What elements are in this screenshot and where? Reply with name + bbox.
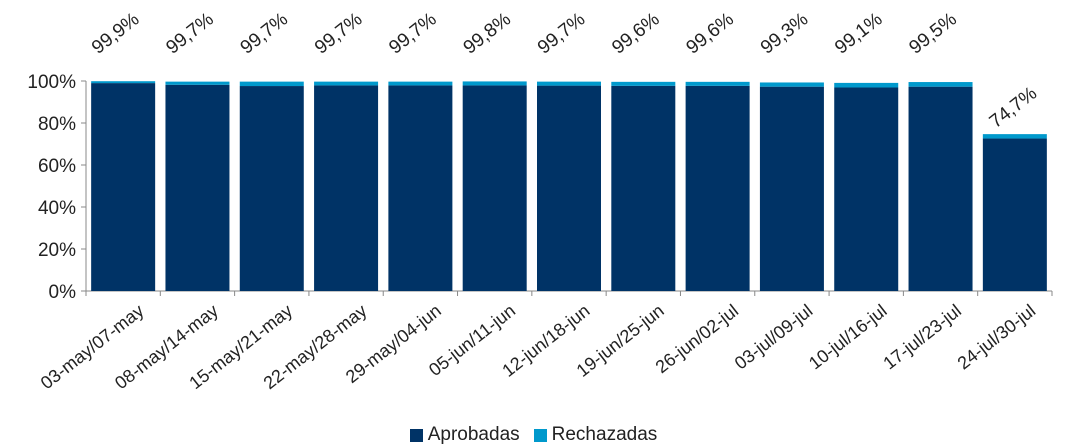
- bar-rechazadas: [834, 82, 899, 88]
- legend-swatch-aprobadas: [409, 428, 423, 442]
- y-tick-label: 20%: [38, 240, 76, 261]
- legend-item-aprobadas: Aprobadas: [409, 424, 520, 446]
- x-tick-label: 26-jun/02-jul: [652, 300, 742, 377]
- total-label: 74,7%: [986, 83, 1041, 133]
- bar-aprobadas: [908, 86, 973, 291]
- legend-item-rechazadas: Rechazadas: [533, 424, 658, 446]
- total-label: 99,7%: [237, 9, 292, 59]
- total-label: 99,9%: [88, 9, 143, 59]
- legend: Aprobadas Rechazadas: [0, 424, 1067, 446]
- bar-rechazadas: [91, 81, 156, 84]
- y-tick-label: 0%: [49, 282, 77, 303]
- bar-rechazadas: [314, 81, 379, 86]
- bar-rechazadas: [165, 81, 230, 85]
- bar-rechazadas: [462, 81, 527, 86]
- x-tick-label: 17-jul/23-jul: [879, 300, 965, 373]
- bar-rechazadas: [908, 82, 973, 87]
- x-tick-label: 24-jul/30-jul: [954, 300, 1040, 373]
- bar-aprobadas: [314, 85, 379, 291]
- bar-aprobadas: [685, 85, 750, 291]
- y-tick-label: 100%: [27, 72, 76, 93]
- total-label: 99,1%: [831, 9, 886, 59]
- bar-aprobadas: [91, 83, 156, 291]
- total-label: 99,7%: [311, 9, 366, 59]
- bar-rechazadas: [982, 134, 1047, 139]
- bar-rechazadas: [759, 82, 824, 87]
- legend-swatch-rechazadas: [533, 428, 547, 442]
- x-tick-label: 03-jul/09-jul: [731, 300, 817, 373]
- bar-rechazadas: [537, 81, 601, 86]
- bar-rechazadas: [611, 81, 676, 86]
- bar-rechazadas: [685, 81, 750, 86]
- bar-aprobadas: [834, 87, 899, 291]
- total-label: 99,3%: [757, 9, 812, 59]
- y-tick-label: 40%: [38, 198, 76, 219]
- bar-rechazadas: [239, 81, 304, 87]
- total-label: 99,7%: [162, 9, 217, 59]
- total-label: 99,7%: [385, 9, 440, 59]
- y-tick-label: 80%: [38, 114, 76, 135]
- x-tick-label: 10-jul/16-jul: [805, 300, 891, 373]
- bar-aprobadas: [537, 85, 601, 292]
- y-tick-label: 60%: [38, 156, 76, 177]
- bar-rechazadas: [388, 81, 453, 86]
- total-label: 99,6%: [608, 9, 663, 59]
- legend-label-rechazadas: Rechazadas: [551, 424, 658, 445]
- bar-aprobadas: [165, 84, 230, 291]
- stacked-bar-chart: 0%20%40%60%80%100%99,9%03-may/07-may99,7…: [27, 9, 1053, 393]
- bar-aprobadas: [611, 85, 676, 291]
- bar-aprobadas: [982, 138, 1047, 291]
- total-label: 99,5%: [905, 9, 960, 59]
- total-label: 99,7%: [534, 9, 589, 59]
- total-label: 99,6%: [683, 9, 738, 59]
- legend-label-aprobadas: Aprobadas: [427, 424, 520, 445]
- bar-aprobadas: [388, 85, 453, 291]
- bar-aprobadas: [759, 86, 824, 291]
- bar-aprobadas: [239, 86, 304, 291]
- bar-aprobadas: [462, 85, 527, 291]
- total-label: 99,8%: [460, 9, 515, 59]
